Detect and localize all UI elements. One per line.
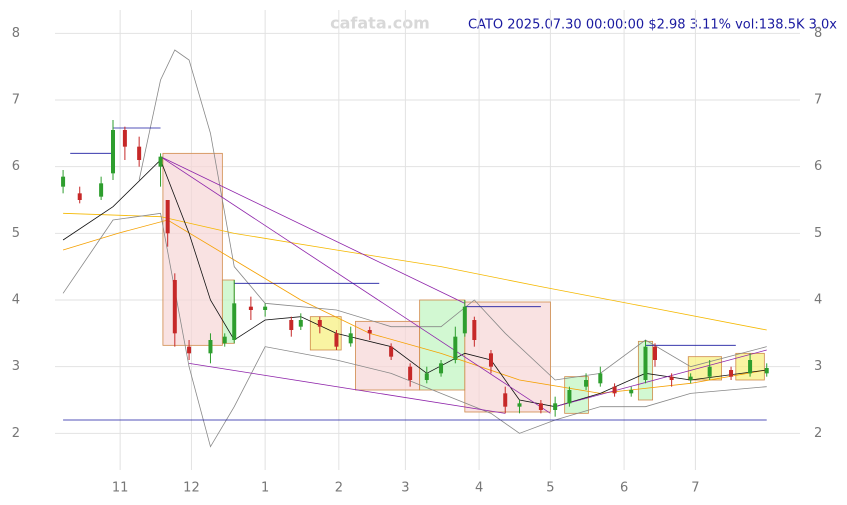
y-tick-label-right: 5 [814, 226, 822, 241]
zone-box [687, 356, 722, 381]
candle-body [348, 333, 353, 344]
candle-body [764, 368, 769, 374]
x-tick-label: 1 [261, 481, 269, 496]
candle-body [669, 376, 674, 380]
candle-body [652, 346, 657, 360]
y-tick-label: 8 [12, 26, 20, 41]
y-tick-label: 7 [12, 93, 20, 108]
x-tick-label: 11 [112, 481, 129, 496]
candle-body [408, 366, 413, 380]
candle-body [172, 280, 177, 334]
candle-body [453, 336, 458, 360]
candle-body [488, 353, 493, 367]
candle-body [503, 393, 508, 407]
x-tick-label: 7 [691, 481, 699, 496]
y-tick-label: 6 [12, 159, 20, 174]
candle-body [298, 320, 303, 327]
candle-body [598, 373, 603, 384]
x-tick-label: 6 [620, 481, 628, 496]
x-tick-label: 12 [183, 481, 200, 496]
candle-body [538, 403, 543, 410]
candle-body [584, 380, 589, 387]
candle-body [122, 130, 127, 147]
y-tick-label: 4 [12, 293, 20, 308]
indicator-line [138, 49, 767, 381]
trend-line [160, 156, 551, 414]
candle-body [567, 390, 572, 404]
x-tick-label: 5 [546, 481, 554, 496]
y-tick-label-right: 7 [814, 93, 822, 108]
chart-title: CATO 2025.07.30 00:00:00 $2.98 3.11% vol… [468, 18, 837, 33]
candle-body [222, 336, 227, 344]
candle-body [334, 333, 339, 347]
candle-body [729, 370, 734, 377]
y-tick-label-right: 2 [814, 426, 822, 441]
y-tick-label: 3 [12, 359, 20, 374]
candle-body [517, 403, 522, 407]
candle-body [424, 373, 429, 380]
trend-line [189, 362, 506, 414]
candle-body [248, 306, 253, 310]
candle-body [137, 146, 142, 160]
candle-body [389, 346, 394, 357]
candle-body [289, 320, 294, 330]
candle-body [317, 320, 322, 327]
y-tick-label-right: 4 [814, 293, 822, 308]
candle-body [77, 193, 82, 200]
candle-body [99, 183, 104, 197]
x-tick-label: 4 [475, 481, 483, 496]
candle-body [187, 346, 192, 354]
candle-body [707, 366, 712, 377]
trend-line [555, 349, 767, 408]
candle-body [208, 340, 213, 354]
candle-body [472, 320, 477, 340]
candle-body [688, 376, 693, 380]
candle-body [232, 303, 237, 340]
candle-body [462, 306, 467, 334]
y-tick-label-right: 3 [814, 359, 822, 374]
candle-body [367, 330, 372, 334]
candle-body [263, 306, 268, 310]
indicator-line [62, 212, 767, 448]
watermark: cafata.com [330, 14, 430, 33]
x-tick-label: 3 [401, 481, 409, 496]
indicator-line [63, 212, 767, 331]
candle-body [165, 200, 170, 234]
candle-body [748, 360, 753, 374]
y-tick-label-right: 8 [814, 26, 822, 41]
candle-body [612, 386, 617, 394]
x-tick-label: 2 [335, 481, 343, 496]
candle-body [111, 130, 116, 174]
y-tick-label: 5 [12, 226, 20, 241]
candle-body [553, 403, 558, 410]
candle-body [158, 156, 163, 167]
y-tick-label-right: 6 [814, 159, 822, 174]
candle-body [643, 346, 648, 380]
candle-body [61, 176, 66, 187]
trend-line [160, 156, 465, 304]
candle-body [629, 390, 634, 394]
candle-body [439, 363, 444, 374]
y-tick-label: 2 [12, 426, 20, 441]
